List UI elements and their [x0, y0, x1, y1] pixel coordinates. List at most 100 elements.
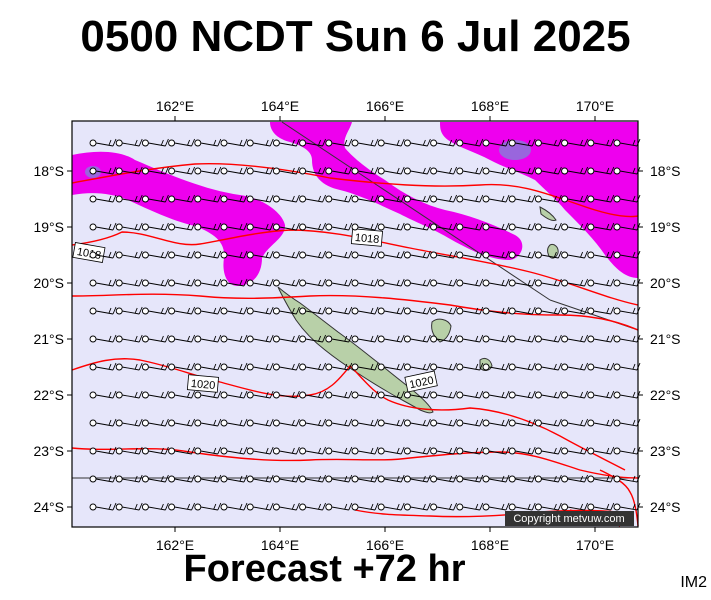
wind-barb [272, 474, 300, 483]
wind-barb [141, 334, 169, 343]
wind-barb [141, 418, 169, 427]
svg-text:1020: 1020 [408, 374, 434, 391]
wind-barb [587, 362, 615, 371]
wind-barb [325, 250, 353, 259]
wind-barb [194, 166, 222, 175]
wind-barb [246, 474, 274, 483]
wind-barb [141, 306, 169, 315]
wind-barb [534, 278, 562, 287]
svg-text:22°S: 22°S [33, 387, 64, 403]
wind-barb [613, 138, 641, 147]
wind-barb [168, 502, 196, 511]
svg-text:20°S: 20°S [650, 275, 681, 291]
wind-barb [561, 194, 589, 203]
wind-barb [325, 278, 353, 287]
wind-barb [272, 390, 300, 399]
svg-text:22°S: 22°S [650, 387, 681, 403]
svg-text:170°E: 170°E [576, 537, 614, 553]
wind-barb [351, 278, 379, 287]
image-code: IM2 [680, 574, 707, 591]
wind-barb [115, 502, 143, 511]
wind-barb [482, 474, 510, 483]
wind-barb [508, 278, 536, 287]
wind-barb [430, 194, 458, 203]
wind-barb [115, 278, 143, 287]
wind-barb [89, 250, 117, 259]
wind-barb [377, 362, 405, 371]
wind-barb [403, 418, 431, 427]
wind-barb [534, 138, 562, 147]
wind-barb [456, 250, 484, 259]
wind-barb [482, 306, 510, 315]
wind-barb [561, 502, 589, 511]
wind-barb [325, 418, 353, 427]
wind-barb [508, 306, 536, 315]
wind-barb [299, 306, 327, 315]
isobar-label-1018-a: 1018 [72, 242, 106, 263]
wind-barb [508, 334, 536, 343]
lon-ticks-top [174, 116, 596, 121]
wind-barb [272, 250, 300, 259]
wind-barb [430, 474, 458, 483]
wind-barb [534, 250, 562, 259]
wind-barb [561, 166, 589, 175]
wind-barb [456, 194, 484, 203]
wind-barb [194, 446, 222, 455]
wind-barb [430, 166, 458, 175]
wind-barb [482, 278, 510, 287]
wind-barb [351, 418, 379, 427]
wind-barb [246, 306, 274, 315]
wind-barb [403, 474, 431, 483]
wind-barb [246, 222, 274, 231]
wind-barb [246, 446, 274, 455]
wind-barb [351, 222, 379, 231]
wind-barb [89, 278, 117, 287]
wind-barb [115, 222, 143, 231]
wind-barb [299, 250, 327, 259]
wind-barb [587, 138, 615, 147]
wind-barb [508, 474, 536, 483]
wind-barb [482, 222, 510, 231]
wind-barb [246, 502, 274, 511]
wind-barb [325, 446, 353, 455]
wind-barb [168, 362, 196, 371]
wind-barb [508, 166, 536, 175]
wind-barb [272, 446, 300, 455]
wind-barb [272, 278, 300, 287]
wind-barb [508, 194, 536, 203]
wind-barb [482, 362, 510, 371]
wind-barb [351, 446, 379, 455]
wind-barb [115, 474, 143, 483]
wind-barb [430, 362, 458, 371]
wind-barb [456, 278, 484, 287]
wind-barb [403, 166, 431, 175]
wind-barb [456, 390, 484, 399]
svg-text:Copyright metvuw.com: Copyright metvuw.com [513, 513, 624, 525]
wind-barb [194, 194, 222, 203]
wind-barb [194, 390, 222, 399]
wind-barb [299, 418, 327, 427]
wind-barb [272, 362, 300, 371]
wind-barb [246, 278, 274, 287]
wind-barb [246, 390, 274, 399]
wind-barb [351, 334, 379, 343]
wind-barb [194, 474, 222, 483]
wind-barb [115, 418, 143, 427]
wind-barb [141, 278, 169, 287]
wind-barb [194, 222, 222, 231]
wind-barb [115, 446, 143, 455]
svg-text:162°E: 162°E [156, 537, 194, 553]
isobar-label-1020-a: 1020 [186, 374, 219, 393]
wind-barb [220, 194, 248, 203]
wind-barb [246, 418, 274, 427]
wind-barb [587, 334, 615, 343]
wind-barb [482, 390, 510, 399]
wind-barb [430, 502, 458, 511]
wind-barb [194, 250, 222, 259]
wind-barb [325, 194, 353, 203]
wind-barb [351, 502, 379, 511]
wind-barb [508, 390, 536, 399]
wind-barb [508, 502, 536, 511]
wind-barb [351, 306, 379, 315]
svg-text:166°E: 166°E [366, 98, 404, 114]
